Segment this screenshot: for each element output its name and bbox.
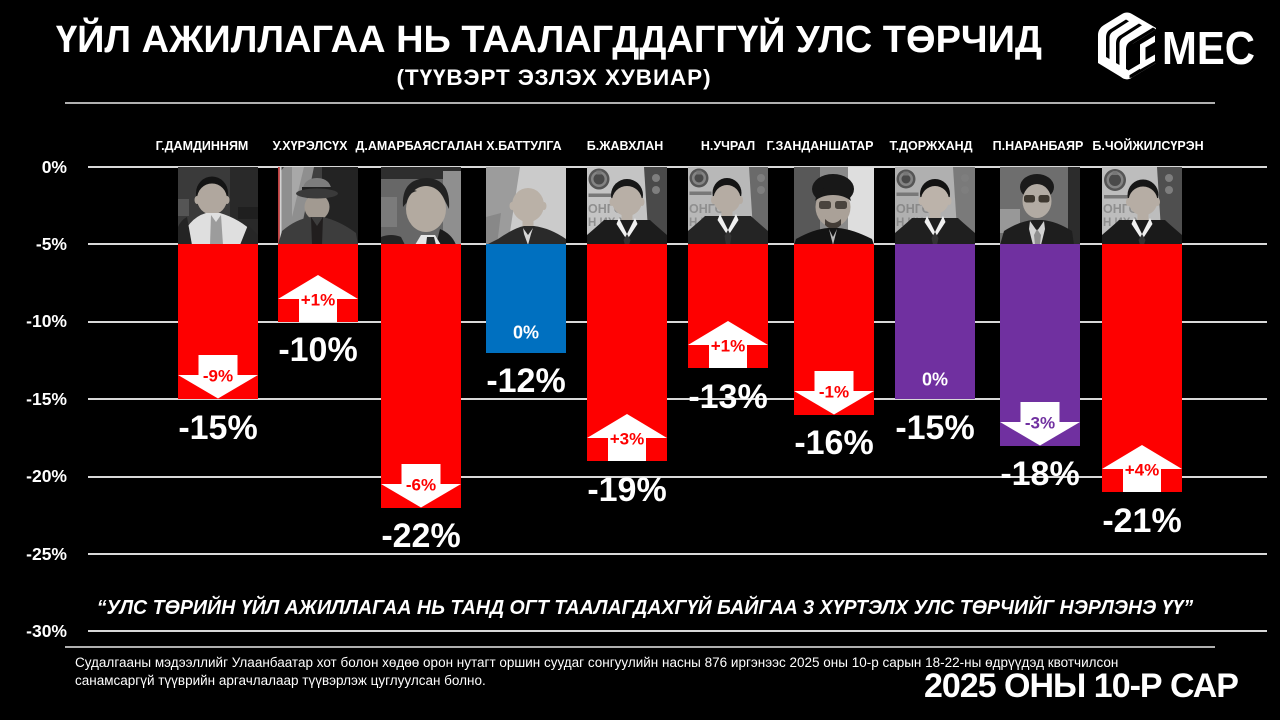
svg-text:MEC: MEC — [1162, 22, 1255, 74]
